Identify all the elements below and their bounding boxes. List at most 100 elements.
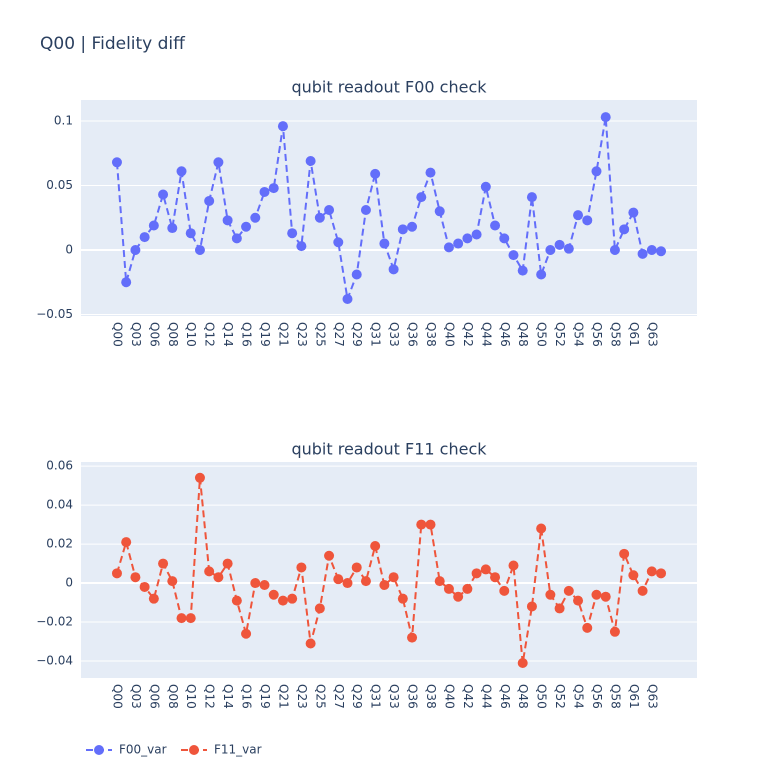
x-tick-label: Q63 [645, 684, 659, 709]
x-tick-label: Q50 [535, 684, 549, 709]
point [407, 632, 418, 643]
point [434, 576, 445, 587]
point [158, 558, 169, 569]
point [554, 239, 565, 250]
x-tick-label: Q42 [461, 684, 475, 709]
x-tick-label: Q25 [313, 684, 327, 709]
point [213, 157, 224, 168]
point [499, 585, 510, 596]
point [536, 269, 547, 280]
x-tick-label: Q40 [442, 322, 456, 347]
point [397, 593, 408, 604]
x-tick-label: Q58 [608, 322, 622, 347]
x-tick-label: Q56 [590, 684, 604, 709]
point [158, 189, 169, 200]
point [609, 244, 620, 255]
point [111, 568, 122, 579]
x-tick-label: Q33 [387, 322, 401, 347]
point [167, 223, 178, 234]
x-tick-label: Q12 [203, 684, 217, 709]
point [241, 628, 252, 639]
x-tick-label: Q03 [129, 684, 143, 709]
x-tick-label: Q21 [276, 684, 290, 709]
point [443, 583, 454, 594]
x-tick-label: Q54 [572, 322, 586, 347]
point [508, 250, 519, 261]
point [268, 183, 279, 194]
point [480, 181, 491, 192]
legend-label: F00_var [119, 743, 167, 757]
y-tick-label: 0.1 [54, 114, 73, 128]
point [176, 166, 187, 177]
legend-marker [94, 745, 104, 755]
point [600, 112, 611, 123]
point [370, 168, 381, 179]
x-tick-label: Q10 [184, 322, 198, 347]
point [314, 603, 325, 614]
x-tick-label: Q44 [479, 684, 493, 709]
point [397, 224, 408, 235]
point [563, 585, 574, 596]
y-tick-label: −0.02 [36, 615, 73, 629]
point [656, 568, 667, 579]
x-tick-label: Q63 [645, 322, 659, 347]
point [342, 578, 353, 589]
point [656, 246, 667, 257]
y-tick-label: 0.06 [46, 459, 73, 473]
x-tick-label: Q27 [332, 322, 346, 347]
point [351, 269, 362, 280]
point [360, 576, 371, 587]
x-tick-label: Q31 [369, 684, 383, 709]
point [231, 595, 242, 606]
point [490, 572, 501, 583]
point [563, 243, 574, 254]
x-tick-label: Q52 [553, 684, 567, 709]
point [194, 472, 205, 483]
x-tick-label: Q58 [608, 684, 622, 709]
point [388, 264, 399, 275]
point [379, 238, 390, 249]
x-tick-label: Q21 [276, 322, 290, 347]
point [277, 595, 288, 606]
point [434, 206, 445, 217]
x-tick-label: Q52 [553, 322, 567, 347]
x-tick-label: Q14 [221, 322, 235, 347]
x-tick-label: Q54 [572, 684, 586, 709]
x-tick-label: Q27 [332, 684, 346, 709]
y-tick-label: 0 [65, 242, 73, 256]
point [139, 232, 150, 243]
x-tick-label: Q19 [258, 684, 272, 709]
x-tick-label: Q23 [295, 684, 309, 709]
point [342, 293, 353, 304]
point [259, 580, 270, 591]
y-tick-label: 0 [65, 576, 73, 590]
point [453, 591, 464, 602]
y-tick-label: −0.05 [36, 307, 73, 321]
point [130, 572, 141, 583]
point [443, 242, 454, 253]
point [259, 186, 270, 197]
point [425, 167, 436, 178]
point [250, 578, 261, 589]
point [609, 626, 620, 637]
point [416, 192, 427, 203]
point [462, 583, 473, 594]
x-tick-label: Q46 [498, 684, 512, 709]
x-tick-label: Q08 [166, 684, 180, 709]
point [517, 657, 528, 668]
chart-title: Q00 | Fidelity diff [40, 34, 186, 54]
point [305, 638, 316, 649]
point [462, 233, 473, 244]
point [305, 155, 316, 166]
subplot-title: qubit readout F00 check [291, 78, 487, 97]
point [646, 566, 657, 577]
y-tick-label: −0.04 [36, 654, 73, 668]
x-tick-label: Q50 [535, 322, 549, 347]
point [167, 576, 178, 587]
point [582, 215, 593, 226]
point [148, 220, 159, 231]
point [185, 228, 196, 239]
x-tick-label: Q08 [166, 322, 180, 347]
point [287, 228, 298, 239]
